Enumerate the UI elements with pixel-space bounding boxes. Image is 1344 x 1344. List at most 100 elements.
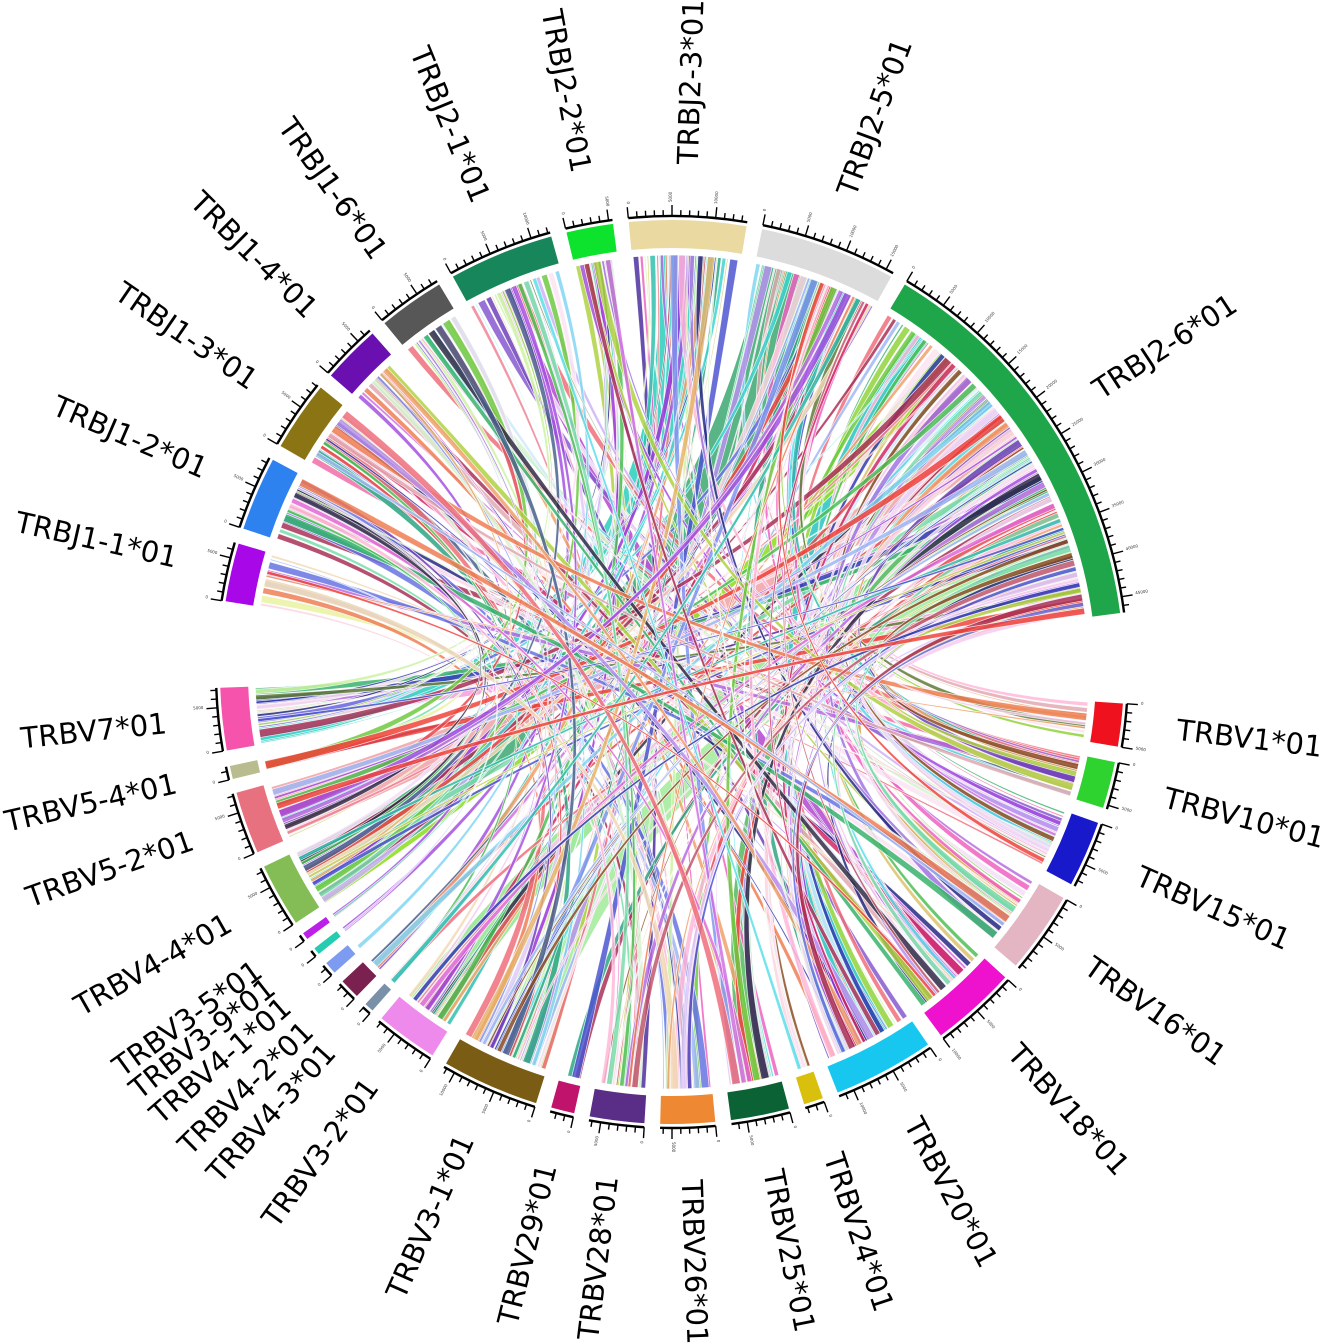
tick-value: 0: [212, 779, 216, 785]
segment-arc-TRBV18*01: [924, 958, 1006, 1036]
tick: [242, 499, 249, 504]
segment-label-TRBV24*01: TRBV24*01: [817, 1148, 901, 1316]
segment-axis-TRBV10*01: 0 5000: [1105, 762, 1136, 813]
tick: [503, 241, 508, 248]
ribbon: [330, 425, 1088, 722]
tick-value: 30000: [1093, 457, 1107, 467]
ribbon: [265, 574, 1086, 730]
ribbon: [286, 508, 484, 866]
tick: [1095, 839, 1102, 844]
segment-arc-TRBV3-9*01: [314, 931, 341, 954]
tick: [1109, 543, 1117, 547]
ribbon: [356, 270, 590, 950]
segment-arc-TRBV3-2*01: [381, 996, 448, 1056]
tick: [1085, 476, 1092, 481]
tick: [1040, 400, 1047, 406]
segment-axis-TRBV4-3*01: 0: [356, 1006, 371, 1027]
ribbon: [275, 607, 1086, 810]
tick: [1101, 517, 1109, 522]
ribbon: [706, 256, 850, 1051]
tick: [1123, 737, 1130, 741]
tick: [1062, 906, 1068, 912]
ribbon: [631, 559, 1076, 1088]
tick: [1066, 899, 1077, 907]
segment-axis-TRBJ2-5*01: 0 5000 10000 15000: [762, 208, 900, 275]
tick: [885, 259, 892, 270]
tick-value: 0: [277, 929, 282, 935]
ribbon: [486, 488, 1048, 1048]
tick: [320, 968, 327, 974]
tick: [530, 1106, 536, 1118]
segment-label-TRBV15*01: TRBV15*01: [1130, 859, 1296, 957]
tick-value: 5000: [986, 1019, 997, 1030]
segment-label-TRBV7*01: TRBV7*01: [18, 706, 168, 755]
tick: [813, 232, 817, 239]
axis-arc: [628, 214, 748, 224]
tick: [239, 508, 246, 512]
segment-axis-TRBV25*01: 0 5000: [731, 1111, 798, 1146]
tick: [715, 207, 718, 219]
segment-arc-TRBV7*01: [220, 686, 255, 751]
segment-label-TRBJ2-6*01: TRBJ2-6*01: [1086, 287, 1244, 407]
tick: [1060, 427, 1071, 435]
ribbon: [258, 341, 515, 729]
axis-arc: [322, 964, 333, 977]
segment-axis-TRBJ2-3*01: 0 5000 10000: [626, 191, 748, 224]
tick: [922, 1052, 927, 1059]
segment-arc-TRBJ1-3*01: [280, 387, 343, 460]
tick-value: 15000: [1016, 343, 1029, 356]
segment-arc-TRBV29*01: [551, 1080, 581, 1114]
axis-arc: [224, 766, 231, 781]
tick: [444, 263, 452, 274]
tick-value: 20000: [1045, 378, 1059, 390]
tick: [741, 215, 744, 222]
tick: [763, 1118, 767, 1125]
tick: [228, 523, 240, 528]
tick: [921, 285, 926, 291]
tick: [213, 724, 220, 727]
ribbon: [604, 259, 747, 1084]
axis-arc: [298, 934, 305, 943]
ribbon: [795, 593, 1084, 1050]
tick: [215, 741, 222, 745]
tick: [1114, 560, 1121, 564]
tick-value: 0: [442, 257, 448, 262]
tick: [1104, 526, 1111, 530]
tick: [976, 1010, 986, 1020]
tick-value: 0: [626, 201, 631, 204]
tick: [300, 395, 307, 401]
ribbon: [845, 406, 1052, 853]
tick: [983, 1004, 989, 1010]
tick: [1037, 943, 1044, 949]
tick: [499, 1094, 503, 1101]
tick: [1073, 453, 1080, 458]
tick: [405, 293, 411, 300]
tick-value: 5000: [207, 548, 219, 556]
segment-ring-layer: [220, 220, 1123, 1124]
segment-axis-TRBV29*01: 0: [549, 1110, 574, 1134]
tick: [515, 1101, 519, 1108]
tick: [319, 365, 329, 374]
ribbon: [382, 367, 863, 1047]
tick: [815, 1104, 819, 1111]
tick-value: 10000: [951, 1047, 963, 1061]
tick: [796, 227, 800, 234]
tick: [572, 220, 575, 227]
tick: [780, 1114, 784, 1121]
tick: [283, 924, 294, 932]
tick: [222, 564, 229, 568]
tick: [507, 1098, 511, 1105]
tick: [253, 475, 260, 480]
tick: [956, 1027, 962, 1033]
segment-label-TRBV3-1*01: TRBV3-1*01: [379, 1129, 481, 1304]
tick: [1026, 957, 1033, 963]
tick-value: 10000: [522, 212, 531, 226]
axis-arc: [338, 983, 355, 1000]
tick: [1101, 823, 1113, 829]
tick-value: 0: [300, 962, 305, 968]
segment-label-TRBJ1-6*01: TRBJ1-6*01: [271, 111, 395, 266]
tick: [227, 812, 239, 817]
tick: [1098, 831, 1105, 836]
tick: [260, 879, 267, 884]
